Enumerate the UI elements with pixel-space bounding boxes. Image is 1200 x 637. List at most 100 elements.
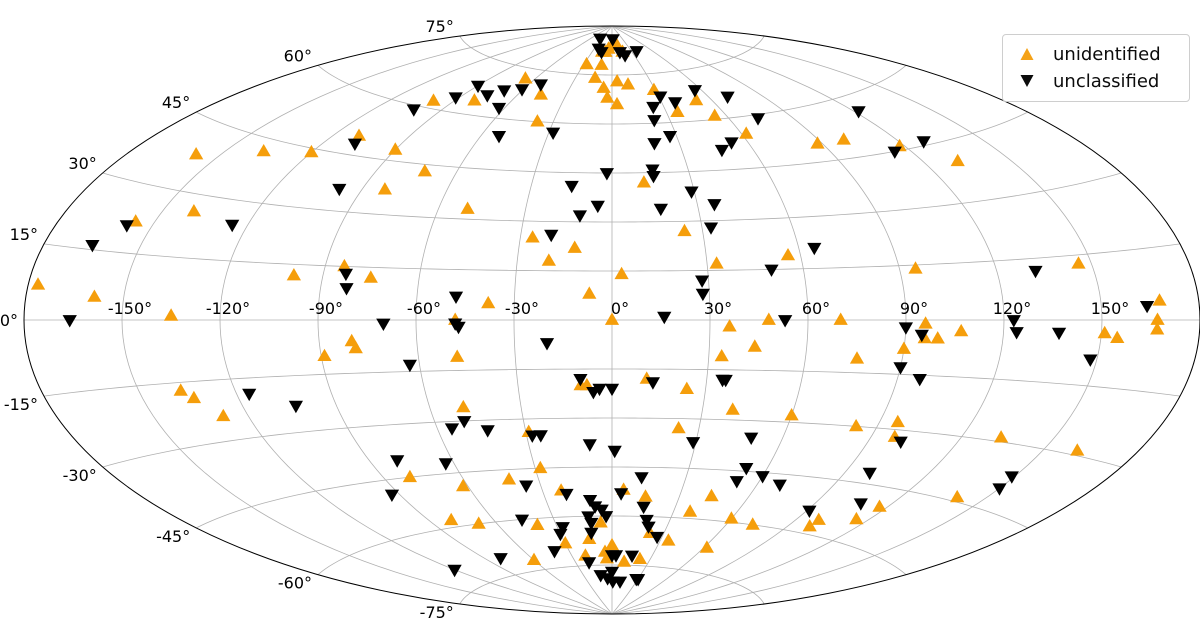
y-tick-label: 30° (68, 154, 96, 173)
unclassified-marker (497, 85, 512, 98)
unclassified-marker (594, 504, 609, 517)
unidentified-marker (596, 80, 611, 93)
unidentified-marker (567, 240, 582, 253)
unidentified-marker (525, 230, 540, 243)
unidentified-marker (600, 90, 615, 103)
unclassified-marker (493, 553, 508, 566)
x-tick-label: 30° (704, 299, 732, 318)
unclassified-marker (624, 550, 640, 563)
unclassified-marker (898, 322, 913, 335)
unclassified-marker (687, 85, 702, 98)
unidentified-marker (481, 295, 496, 309)
x-tick-label: -60° (407, 299, 441, 318)
unclassified-marker (724, 137, 739, 150)
y-tick-label: -15° (4, 395, 38, 414)
unidentified-marker (599, 551, 614, 564)
unclassified-marker (662, 131, 678, 144)
y-tick-label: -30° (63, 466, 97, 485)
parallel-line (459, 35, 765, 76)
unclassified-marker (444, 423, 460, 436)
legend-label-unclassified: unclassified (1053, 70, 1160, 92)
unidentified-marker (784, 408, 799, 421)
unidentified-marker (317, 348, 332, 361)
unidentified-marker (186, 204, 202, 217)
unclassified-marker (645, 377, 660, 390)
unclassified-marker (647, 115, 662, 128)
unidentified-marker (530, 517, 545, 530)
unclassified-marker (347, 138, 362, 151)
unidentified-marker (426, 93, 441, 106)
unidentified-marker (849, 351, 865, 364)
unidentified-marker (467, 93, 482, 106)
unidentified-marker (609, 96, 625, 110)
unclassified-marker (553, 528, 568, 542)
unclassified-marker (744, 432, 759, 445)
unclassified-marker (636, 501, 651, 515)
unclassified-marker (225, 219, 240, 233)
unclassified-marker (588, 501, 603, 514)
unclassified-marker (653, 203, 668, 217)
unidentified-marker (679, 381, 694, 394)
parallel-line (317, 515, 907, 575)
legend-label-unidentified: unidentified (1053, 43, 1161, 65)
unclassified-marker (647, 138, 662, 151)
unidentified-marker (186, 390, 202, 404)
unidentified-marker (450, 349, 465, 362)
parallel-line (459, 564, 765, 605)
unclassified-marker (338, 268, 353, 282)
unclassified-marker (559, 488, 574, 502)
unidentified-marker (747, 339, 762, 352)
unclassified-marker (851, 106, 866, 119)
unclassified-marker (470, 80, 486, 94)
unclassified-marker (593, 33, 608, 46)
unclassified-marker (707, 199, 722, 212)
unclassified-marker (514, 84, 530, 97)
unclassified-marker (695, 288, 710, 302)
unclassified-marker (582, 439, 597, 452)
unclassified-marker (887, 146, 902, 159)
labels-layer: -150° -120° -90° -60° -30° 0° 30° 60° 90° 120° 150… (0, 17, 1129, 622)
unidentified-marker (739, 126, 754, 139)
unidentified-marker (714, 349, 729, 362)
unidentified-marker (689, 92, 704, 106)
unidentified-marker (533, 460, 548, 474)
unclassified-marker (715, 374, 730, 388)
unidentified-marker (533, 87, 548, 100)
unidentified-marker (849, 418, 864, 432)
unclassified-marker (457, 416, 472, 429)
unclassified-marker (807, 242, 822, 256)
x-tick-label: 150° (1091, 299, 1130, 318)
unclassified-marker (739, 463, 754, 476)
unclassified-marker (584, 517, 599, 531)
unclassified-marker (618, 50, 633, 63)
unidentified-marker (518, 71, 533, 84)
unclassified-marker (332, 183, 347, 197)
unclassified-marker (657, 311, 672, 325)
unclassified-marker (491, 131, 507, 144)
unclassified-marker (720, 91, 735, 104)
unidentified-marker (950, 153, 965, 167)
unidentified-marker (286, 268, 301, 281)
unclassified-marker (573, 374, 588, 387)
unclassified-marker (582, 557, 597, 570)
unclassified-marker (594, 47, 609, 60)
unclassified-marker (402, 359, 417, 373)
unclassified-marker (608, 550, 624, 563)
unidentified-marker (896, 341, 911, 354)
x-tick-label: 60° (802, 299, 830, 318)
plot-boundary (23, 25, 1200, 615)
unidentified-marker (604, 312, 620, 325)
unidentified-marker (610, 74, 625, 87)
unidentified-marker (216, 408, 231, 422)
unclassified-marker (599, 168, 614, 181)
unidentified-marker (526, 552, 542, 565)
unclassified-marker (491, 102, 507, 116)
unidentified-marker (471, 516, 486, 529)
y-tick-label: -60° (278, 574, 312, 593)
unclassified-marker (539, 338, 555, 351)
unidentified-marker (699, 540, 714, 553)
unclassified-marker (614, 488, 629, 501)
y-tick-label: -75° (420, 603, 454, 622)
unidentified-marker (632, 551, 647, 564)
